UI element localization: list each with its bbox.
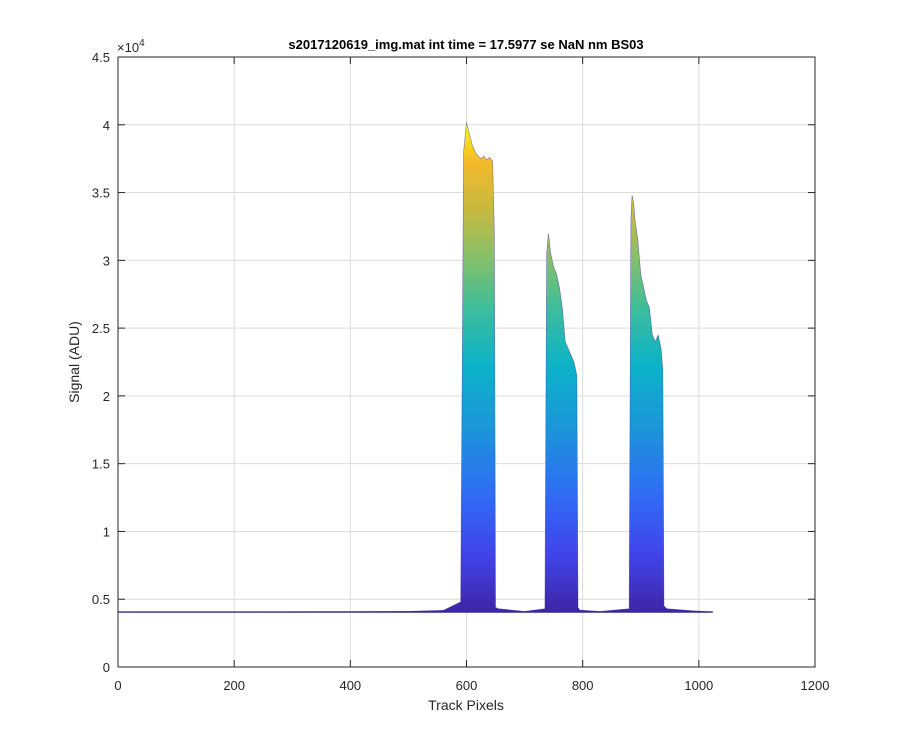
x-tick-label: 1000 bbox=[684, 678, 713, 693]
y-exponent-base: ×10 bbox=[117, 40, 139, 55]
y-tick-label: 3.5 bbox=[92, 186, 110, 201]
series-line bbox=[118, 122, 713, 613]
y-tick-label: 4.5 bbox=[92, 50, 110, 65]
x-tick-label: 1200 bbox=[801, 678, 830, 693]
y-tick-label: 1.5 bbox=[92, 457, 110, 472]
y-tick-label: 3 bbox=[103, 253, 110, 268]
data-layer bbox=[118, 122, 713, 613]
y-tick-label: 0.5 bbox=[92, 592, 110, 607]
x-tick-label: 200 bbox=[223, 678, 245, 693]
x-tick-label: 800 bbox=[572, 678, 594, 693]
y-tick-label: 2.5 bbox=[92, 321, 110, 336]
x-axis-label: Track Pixels bbox=[428, 697, 504, 713]
series-area bbox=[118, 122, 713, 613]
x-tick-label: 400 bbox=[339, 678, 361, 693]
x-tick-label: 0 bbox=[114, 678, 121, 693]
y-tick-label: 2 bbox=[103, 389, 110, 404]
y-tick-label: 0 bbox=[103, 660, 110, 675]
y-axis-label: Signal (ADU) bbox=[66, 321, 82, 403]
chart-title: s2017120619_img.mat int time = 17.5977 s… bbox=[288, 37, 643, 52]
y-tick-label: 1 bbox=[103, 524, 110, 539]
y-tick-label: 4 bbox=[103, 118, 110, 133]
y-exponent: ×104 bbox=[117, 38, 145, 55]
x-tick-label: 600 bbox=[456, 678, 478, 693]
ticks: 0 200 400 600 800 1000 1200 0 0.5 1 1.5 2 2.5 3 3.5 4 4.… bbox=[92, 50, 830, 693]
y-exponent-power: 4 bbox=[139, 38, 145, 49]
